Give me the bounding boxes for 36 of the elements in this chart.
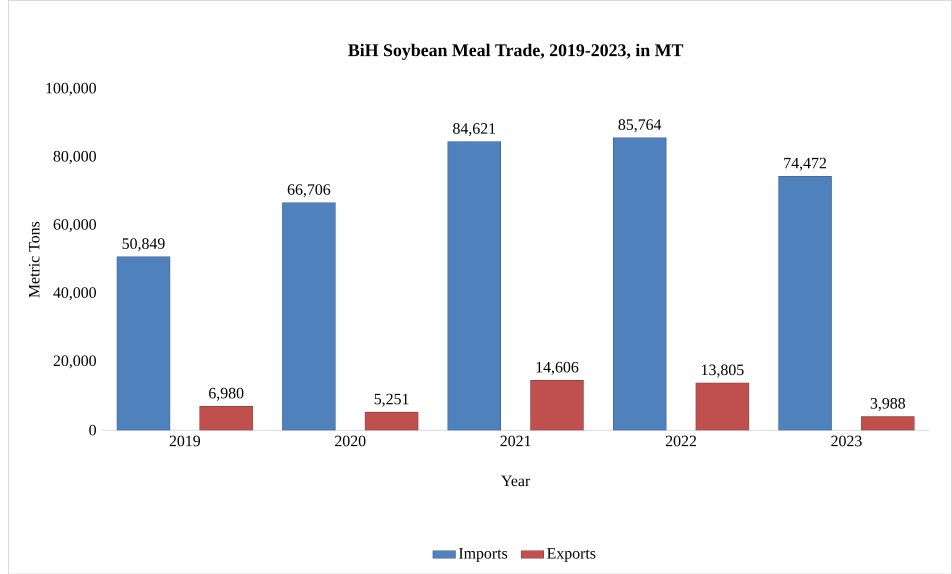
bar — [861, 416, 915, 430]
chart-title: BiH Soybean Meal Trade, 2019-2023, in MT — [348, 43, 684, 60]
bar — [530, 380, 584, 430]
y-tick-label: 20,000 — [54, 355, 96, 368]
x-tick-label: 2022 — [666, 435, 696, 446]
x-tick-label: 2020 — [335, 435, 366, 446]
bar — [199, 406, 253, 430]
data-label: 14,606 — [536, 362, 578, 375]
legend-label: Exports — [547, 548, 596, 562]
data-label: 6,980 — [209, 388, 244, 401]
data-label: 50,849 — [122, 238, 165, 251]
x-tick-label: 2021 — [500, 435, 531, 446]
x-axis-title: Year — [501, 475, 530, 486]
bar — [364, 412, 418, 430]
bar — [778, 176, 832, 430]
y-tick-label: 100,000 — [46, 82, 96, 96]
legend-label: Imports — [458, 548, 508, 562]
bar — [116, 256, 170, 430]
data-label: 5,251 — [374, 393, 408, 406]
data-label: 13,805 — [702, 364, 744, 378]
y-tick-label: 0 — [89, 424, 96, 436]
y-tick-label: 60,000 — [54, 218, 96, 232]
bar — [448, 141, 502, 430]
data-label: 3,988 — [870, 398, 906, 411]
x-tick-label: 2019 — [170, 435, 200, 446]
y-tick-label: 40,000 — [53, 287, 96, 300]
bar — [696, 382, 750, 430]
bar — [612, 137, 666, 430]
data-label: 74,472 — [784, 158, 826, 170]
data-label: 84,621 — [453, 122, 496, 136]
data-label: 85,764 — [618, 119, 662, 132]
y-tick-label: 80,000 — [54, 150, 96, 164]
x-tick-label: 2023 — [831, 435, 862, 446]
y-axis-title: Metric Tons — [28, 222, 40, 298]
data-label: 66,706 — [288, 184, 330, 197]
bar — [282, 202, 336, 430]
